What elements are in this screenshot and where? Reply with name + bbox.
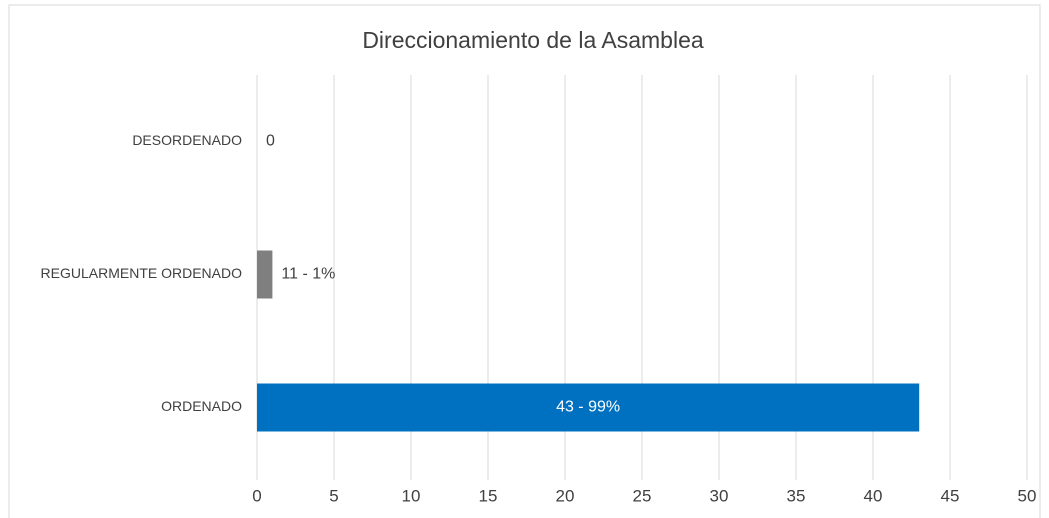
- chart-title: Direccionamiento de la Asamblea: [362, 27, 704, 53]
- bar: [257, 383, 920, 432]
- x-tick-label: 50: [1018, 486, 1037, 505]
- x-tick-label: 45: [941, 486, 960, 505]
- data-label: 11 - 1%: [281, 266, 335, 283]
- x-tick-label: 20: [556, 486, 575, 505]
- data-label: 43 - 99%: [556, 399, 620, 416]
- x-tick-label: 30: [710, 486, 729, 505]
- x-tick-label: 5: [329, 486, 338, 505]
- x-tick-label: 25: [633, 486, 652, 505]
- y-tick-label: REGULARMENTE ORDENADO: [41, 265, 243, 281]
- data-label: 0: [266, 133, 275, 150]
- x-tick-label: 15: [479, 486, 498, 505]
- chart-border: [8, 4, 1041, 518]
- x-tick-label: 0: [252, 486, 261, 505]
- x-tick-label: 35: [787, 486, 806, 505]
- bar: [257, 250, 273, 299]
- x-tick-label: 10: [402, 486, 421, 505]
- y-tick-label: ORDENADO: [161, 398, 242, 414]
- x-tick-label: 40: [864, 486, 883, 505]
- y-tick-label: DESORDENADO: [132, 132, 242, 148]
